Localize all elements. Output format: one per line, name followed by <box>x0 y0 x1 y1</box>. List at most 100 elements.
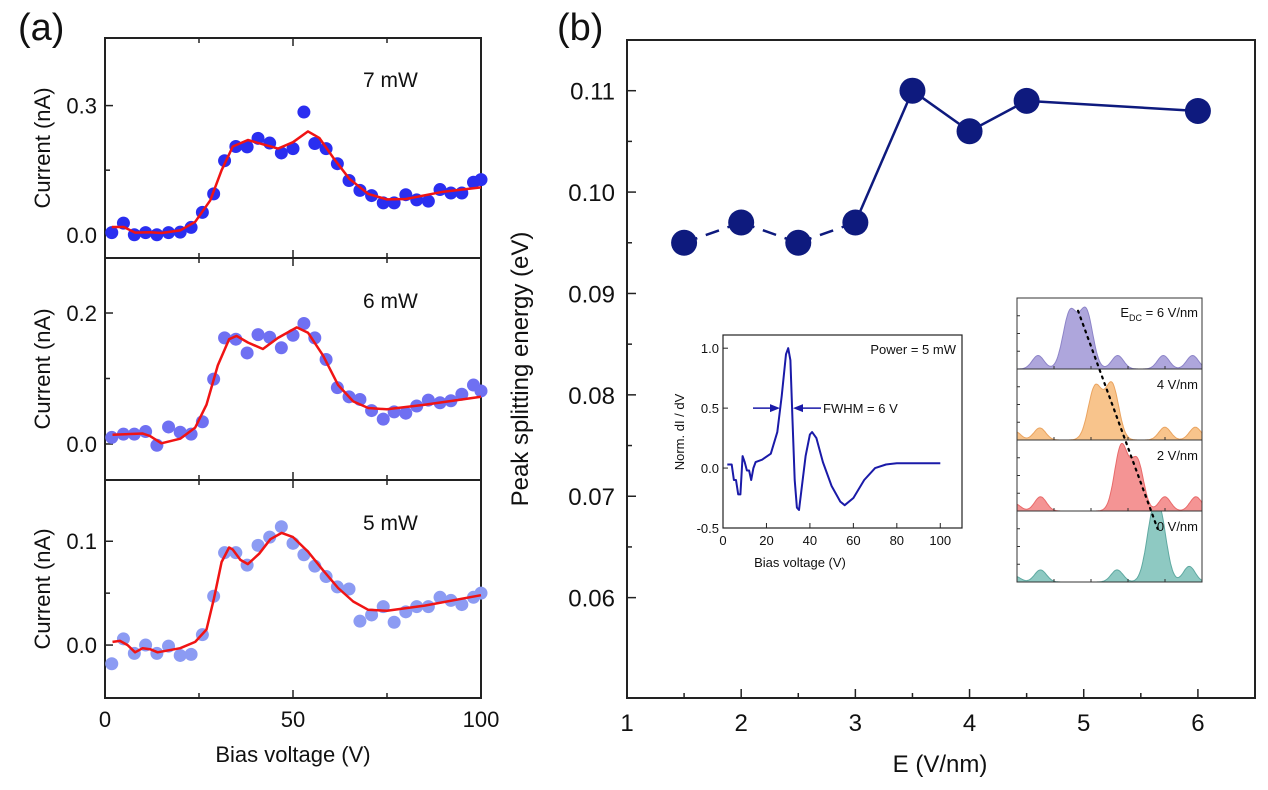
panel-label-a: (a) <box>18 7 64 49</box>
data-point <box>319 570 333 584</box>
data-point <box>1013 87 1040 114</box>
y-tick-label: 0.07 <box>568 484 615 511</box>
data-point <box>474 173 488 187</box>
y-tick-label: 0.10 <box>568 180 615 207</box>
data-point <box>365 608 379 622</box>
power-label: 6 mW <box>363 290 418 313</box>
data-point <box>899 77 926 104</box>
data-point <box>251 328 265 342</box>
data-point <box>184 427 198 441</box>
y-tick-label: 0.2 <box>66 301 97 326</box>
field-label: 0 V/nm <box>1157 519 1198 534</box>
line-segment <box>1026 99 1198 113</box>
x-tick-label: 100 <box>463 707 500 732</box>
fit-curve <box>112 326 482 445</box>
y-tick-label: 0.5 <box>701 401 719 416</box>
data-point <box>105 657 119 671</box>
data-point <box>671 229 698 256</box>
field-label-sub: DC <box>1129 313 1142 323</box>
data-point <box>785 229 812 256</box>
data-point <box>162 420 176 434</box>
arrow-left-icon <box>793 404 803 413</box>
field-label-rest: = 6 V/nm <box>1142 305 1198 320</box>
y-axis-label: Peak splitting energy (eV) <box>507 232 534 507</box>
x-tick-label: 3 <box>849 710 862 737</box>
data-point <box>308 331 322 345</box>
y-tick-label: 1.0 <box>701 341 719 356</box>
x-tick-label: 0 <box>719 533 726 548</box>
data-point <box>150 228 164 242</box>
x-tick-label: 6 <box>1191 710 1204 737</box>
data-point <box>956 118 983 145</box>
data-point <box>376 412 390 426</box>
data-point <box>251 538 265 552</box>
data-point <box>474 384 488 398</box>
x-tick-label: 60 <box>846 533 860 548</box>
data-point <box>455 387 469 401</box>
x-tick-label: 40 <box>803 533 817 548</box>
data-point <box>455 598 469 612</box>
spectrum-area <box>1016 510 1203 583</box>
panel-b: 1 2 3 4 5 6 0.06 0.07 0.08 0.09 0.10 0.11 Peak split… <box>507 39 1256 778</box>
spectrum-area <box>1016 381 1203 441</box>
data-point <box>274 341 288 355</box>
data-point <box>105 430 119 444</box>
field-label-main: E <box>1120 305 1129 320</box>
x-tick-label: 1 <box>620 710 633 737</box>
data-point <box>173 648 187 662</box>
y-tick-label: 0.09 <box>568 281 615 308</box>
data-point <box>297 548 311 562</box>
x-tick-label: 2 <box>735 710 748 737</box>
field-label: 4 V/nm <box>1157 377 1198 392</box>
data-point <box>308 136 322 150</box>
fit-curve <box>111 130 482 235</box>
data-point <box>353 614 367 628</box>
data-point <box>1184 97 1211 124</box>
data-point <box>297 105 311 119</box>
data-point <box>286 142 300 156</box>
x-tick-label: 80 <box>890 533 904 548</box>
x-tick-label: 0 <box>99 707 111 732</box>
arrow-right-icon <box>770 404 780 413</box>
fit-curve <box>112 531 482 654</box>
y-tick-label: -0.5 <box>697 521 719 536</box>
panel-label-b: (b) <box>557 7 603 49</box>
data-point <box>474 586 488 600</box>
spectrum-panel: 0 V/nm <box>1016 510 1203 583</box>
y-tick-label: 0.0 <box>66 223 97 248</box>
data-point <box>184 220 198 234</box>
axes-frame <box>104 479 482 699</box>
data-point <box>433 590 447 604</box>
power-label: 5 mW <box>363 512 418 535</box>
y-tick-label: 0.0 <box>66 432 97 457</box>
data-point <box>365 404 379 418</box>
x-tick-label: 100 <box>929 533 951 548</box>
data-point <box>353 183 367 197</box>
data-point <box>105 226 119 240</box>
y-tick-label: 0.08 <box>568 383 615 410</box>
x-axis-label: Bias voltage (V) <box>754 555 846 570</box>
panel-a: 0.0 0.3 Current (nA) 7 mW 0.0 0.2 Current (nA)… <box>30 37 500 767</box>
spectrum-panel: EDC = 6 V/nm <box>1016 297 1203 370</box>
x-tick-label: 4 <box>963 710 976 737</box>
axes-frame <box>722 334 963 529</box>
y-tick-label: 0.0 <box>66 633 97 658</box>
spectrum-area <box>1016 443 1203 512</box>
inset-dIdV: 0 20 40 60 80 100 -0.5 0.0 0.5 1.0 Norm. dI / dV Bi… <box>672 334 963 570</box>
y-tick-label: 0.0 <box>701 461 719 476</box>
data-point <box>297 316 311 330</box>
data-point <box>184 647 198 661</box>
y-axis-label: Norm. dI / dV <box>672 393 687 470</box>
y-axis-label: Current (nA) <box>30 528 55 649</box>
x-tick-label: 5 <box>1077 710 1090 737</box>
x-axis-label: E (V/nm) <box>893 751 988 778</box>
data-point <box>342 582 356 596</box>
x-axis-label: Bias voltage (V) <box>215 742 370 767</box>
data-point <box>842 209 869 236</box>
y-tick-label: 0.3 <box>66 94 97 119</box>
data-point <box>240 346 254 360</box>
field-label: EDC = 6 V/nm <box>1120 305 1198 323</box>
data-point <box>240 140 254 154</box>
field-label: 2 V/nm <box>1157 448 1198 463</box>
